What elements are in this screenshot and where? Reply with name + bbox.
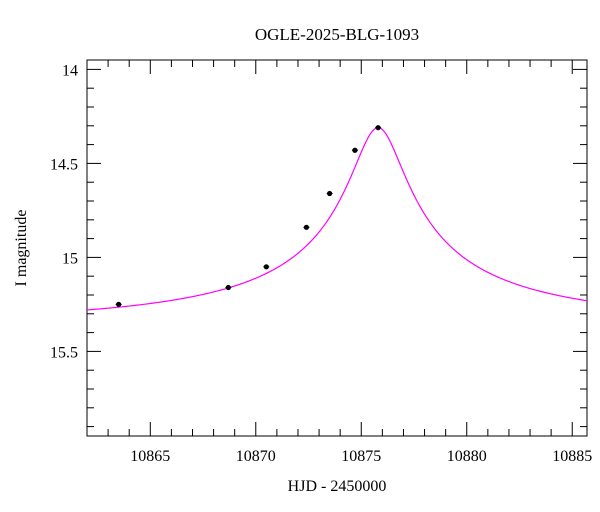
- y-tick-labels: 14 14.5 15 15.5: [50, 62, 78, 361]
- y-axis-label: I magnitude: [13, 210, 30, 287]
- y-tick-label: 15: [62, 250, 78, 267]
- x-axis-label: HJD - 2450000: [288, 478, 387, 495]
- model-curve: [86, 127, 588, 311]
- data-point: [116, 301, 122, 307]
- y-tick-label: 14: [62, 62, 78, 79]
- x-tick-label: 10880: [447, 448, 487, 465]
- data-point: [303, 224, 310, 230]
- axis-ticks: [86, 60, 587, 436]
- x-tick-label: 10870: [236, 448, 276, 465]
- x-tick-labels: 10865 10870 10875 10880 10885: [130, 448, 592, 465]
- y-tick-label: 14.5: [50, 156, 78, 173]
- data-point: [327, 190, 333, 197]
- data-point: [375, 125, 381, 131]
- model-curve-path: [86, 127, 588, 311]
- x-tick-label: 10875: [341, 448, 381, 465]
- data-point: [352, 147, 358, 153]
- data-point: [225, 284, 231, 291]
- x-tick-label: 10865: [130, 448, 170, 465]
- data-point: [263, 264, 269, 270]
- plot-frame: [86, 59, 588, 437]
- x-tick-label: 10885: [552, 448, 592, 465]
- y-tick-label: 15.5: [50, 344, 78, 361]
- data-points: [115, 125, 382, 307]
- chart-title: OGLE-2025-BLG-1093: [255, 25, 419, 44]
